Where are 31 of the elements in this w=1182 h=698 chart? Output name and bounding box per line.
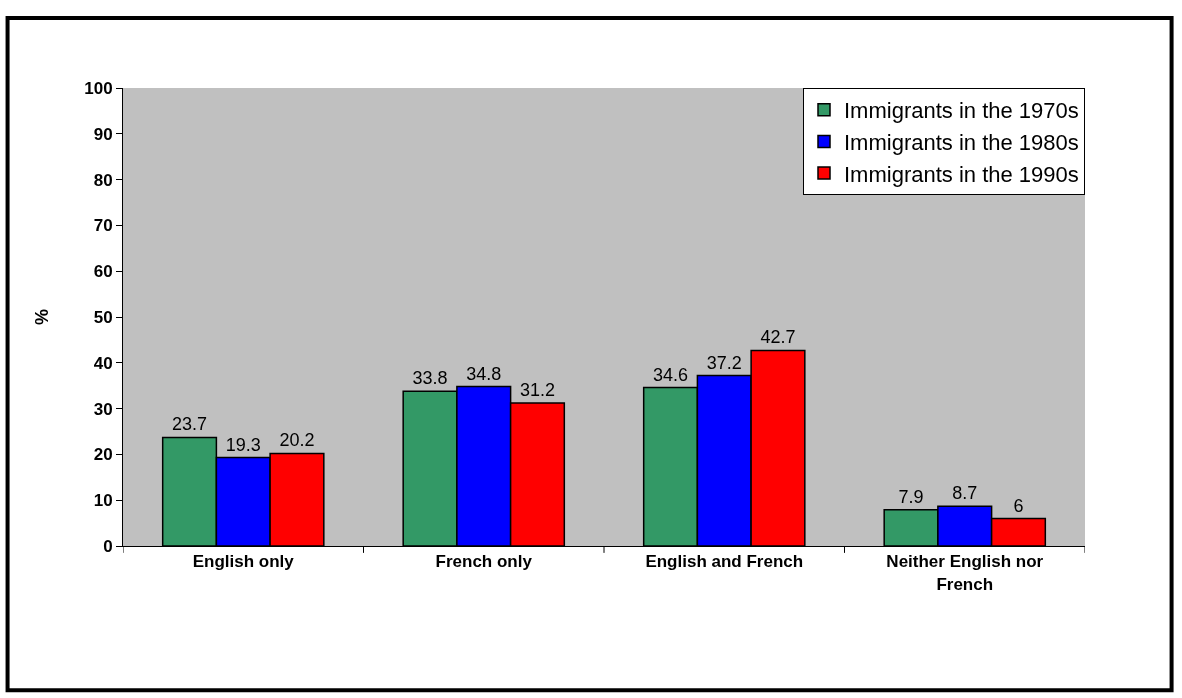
y-tick-label: 40 (93, 353, 113, 373)
data-label: 34.6 (653, 364, 689, 385)
data-label: 33.8 (412, 368, 448, 389)
legend-label: Immigrants in the 1990s (844, 161, 1079, 187)
y-tick-label: 90 (93, 124, 113, 144)
x-tick-label: English and French (645, 552, 804, 572)
y-tick-label: 20 (93, 445, 113, 465)
y-tick-label: 70 (93, 216, 113, 236)
x-tick-label: French only (435, 552, 533, 572)
y-tick-label: 0 (103, 536, 113, 556)
data-label: 37.2 (706, 352, 742, 373)
data-label: 31.2 (519, 380, 555, 401)
y-axis-title: % (32, 308, 53, 326)
data-label: 6 (1013, 495, 1024, 516)
y-tick-label: 60 (93, 262, 113, 282)
data-label: 20.2 (279, 430, 315, 451)
x-tick-label: Neither English nor French (886, 552, 1044, 594)
y-tick-label: 10 (93, 491, 113, 511)
data-label: 34.8 (466, 363, 502, 384)
legend-label: Immigrants in the 1970s (844, 98, 1079, 124)
data-label: 7.9 (898, 486, 924, 507)
y-tick-label: 100 (84, 78, 113, 98)
y-tick-label: 30 (93, 399, 113, 419)
data-label: 42.7 (760, 327, 796, 348)
data-label: 8.7 (952, 483, 978, 504)
x-tick-label: English only (192, 552, 295, 572)
y-tick-label: 50 (93, 307, 113, 327)
y-tick-label: 80 (93, 170, 113, 190)
legend-label: Immigrants in the 1980s (844, 129, 1079, 155)
data-label: 23.7 (172, 414, 208, 435)
data-label: 19.3 (225, 434, 261, 455)
